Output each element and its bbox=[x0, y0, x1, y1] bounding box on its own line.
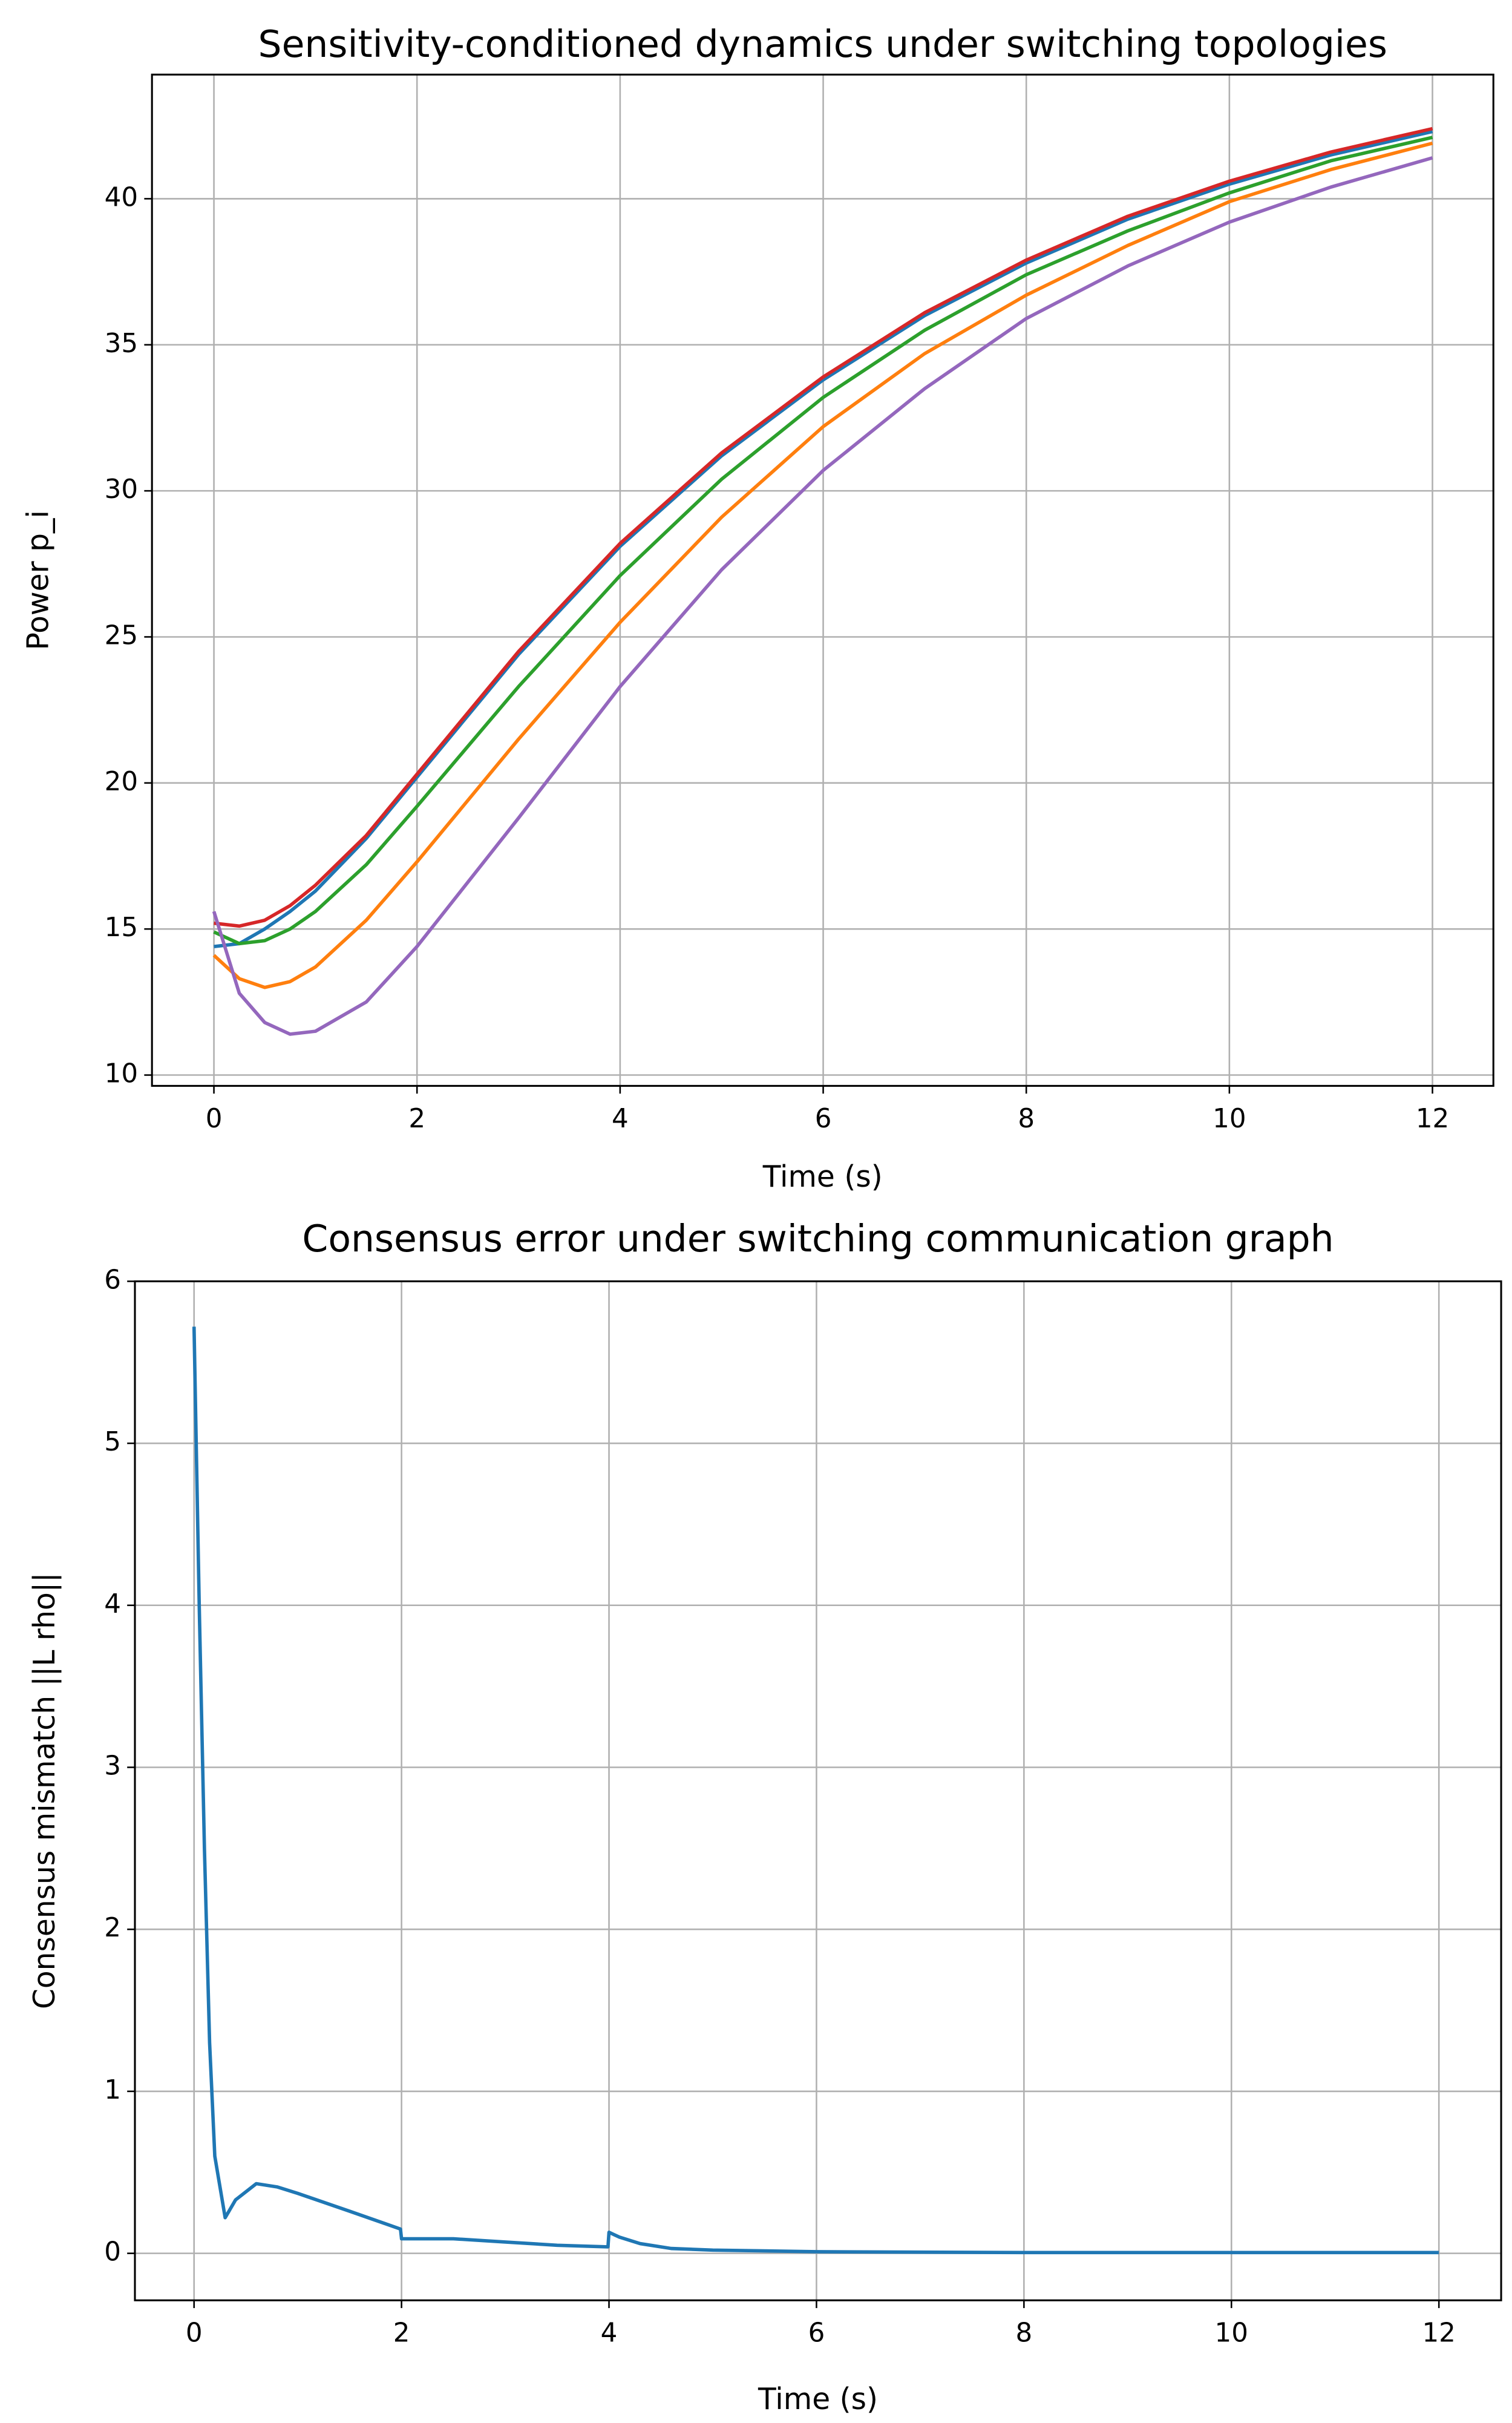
x-tick-label: 10 bbox=[1213, 1104, 1246, 1134]
y-tick-label: 2 bbox=[104, 1913, 121, 1943]
y-tick-label: 15 bbox=[105, 913, 138, 943]
data-line bbox=[212, 156, 1433, 1036]
x-tick-label: 8 bbox=[1016, 2318, 1033, 2349]
y-tick-label: 1 bbox=[104, 2075, 121, 2105]
data-line bbox=[214, 126, 1433, 928]
y-tick-label: 3 bbox=[104, 1751, 121, 1781]
x-axis-label: Time (s) bbox=[758, 2382, 878, 2416]
x-tick-label: 12 bbox=[1422, 2318, 1455, 2349]
x-tick-label: 6 bbox=[815, 1104, 832, 1134]
data-line bbox=[214, 130, 1433, 948]
data-line bbox=[192, 1326, 1439, 2255]
chart-title: Consensus error under switching communic… bbox=[302, 1217, 1334, 1261]
x-tick-label: 8 bbox=[1018, 1104, 1035, 1134]
y-tick-label: 4 bbox=[104, 1589, 121, 1619]
x-axis-label: Time (s) bbox=[762, 1160, 883, 1194]
x-tick-label: 10 bbox=[1215, 2318, 1248, 2349]
data-line bbox=[212, 141, 1433, 989]
y-axis-label: Consensus mismatch ||L rho|| bbox=[28, 1572, 62, 2009]
x-tick-label: 2 bbox=[408, 1104, 425, 1134]
plot-frame bbox=[151, 73, 1494, 1087]
y-tick-label: 30 bbox=[105, 474, 138, 505]
chart-title: Sensitivity-conditioned dynamics under s… bbox=[258, 22, 1387, 66]
y-tick-label: 25 bbox=[105, 620, 138, 651]
y-tick-label: 0 bbox=[104, 2237, 121, 2267]
x-tick-label: 4 bbox=[601, 2318, 618, 2349]
y-tick-label: 40 bbox=[105, 182, 138, 212]
x-tick-label: 6 bbox=[808, 2318, 825, 2349]
x-tick-label: 0 bbox=[206, 1104, 223, 1134]
y-tick-label: 35 bbox=[105, 329, 138, 359]
plot-frame bbox=[134, 1280, 1502, 2301]
x-tick-label: 4 bbox=[612, 1104, 629, 1134]
y-tick-label: 20 bbox=[105, 767, 138, 797]
data-line bbox=[213, 136, 1433, 946]
y-axis-label: Power p_i bbox=[22, 510, 56, 650]
y-tick-label: 5 bbox=[104, 1427, 121, 1457]
y-tick-label: 6 bbox=[104, 1265, 121, 1295]
x-tick-label: 0 bbox=[186, 2318, 203, 2349]
x-tick-label: 2 bbox=[393, 2318, 410, 2349]
x-tick-label: 12 bbox=[1416, 1104, 1449, 1134]
y-tick-label: 10 bbox=[105, 1059, 138, 1089]
